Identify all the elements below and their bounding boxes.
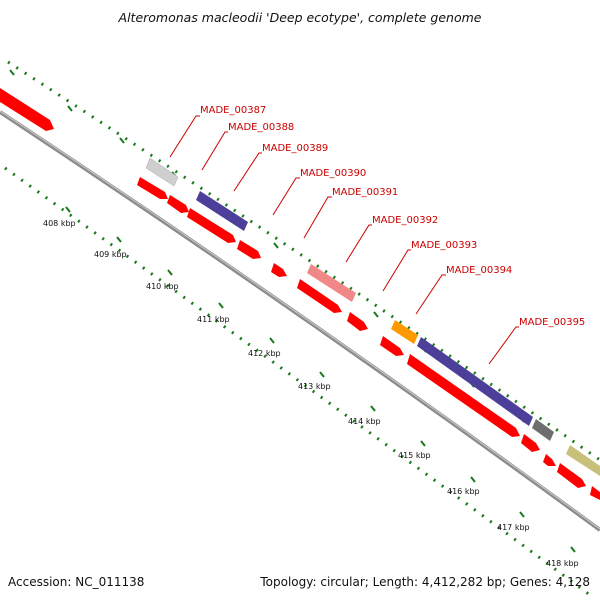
gene-arrow	[590, 486, 600, 500]
topology-text: Topology: circular; Length: 4,412,282 bp…	[259, 575, 590, 589]
gene-label: MADE_00392	[372, 215, 438, 226]
kbp-label: 410 kbp	[146, 282, 179, 291]
kbp-label: 413 kbp	[298, 382, 331, 391]
gene-box-blue	[196, 191, 248, 231]
kbp-label: 418 kbp	[546, 559, 579, 568]
inner-tick-ring	[4, 166, 591, 597]
genome-backbone	[0, 110, 600, 532]
gene-box-pink	[307, 264, 356, 302]
gene-box-blue	[417, 337, 533, 426]
gene-arrow	[237, 240, 261, 259]
gene-label: MADE_00395	[519, 317, 585, 328]
gene-box-orange	[391, 320, 418, 344]
gene-arrow	[271, 263, 287, 277]
gene-arrow	[521, 434, 540, 452]
gene-label: MADE_00388	[228, 122, 294, 133]
inner-major-ticks	[65, 206, 576, 553]
kbp-label: 415 kbp	[398, 451, 431, 460]
forward-strand-genes	[145, 157, 600, 476]
kbp-label: 414 kbp	[348, 417, 381, 426]
kbp-label: 408 kbp	[43, 219, 76, 228]
reverse-strand-genes	[0, 88, 600, 500]
gene-arrow	[557, 463, 586, 488]
gene-arrow	[347, 312, 368, 331]
gene-label: MADE_00394	[446, 265, 512, 276]
kbp-labels: 408 kbp 409 kbp 410 kbp 411 kbp 412 kbp …	[43, 219, 579, 568]
gene-arrow	[297, 279, 342, 313]
gene-arrow	[407, 354, 520, 437]
gene-arrow	[380, 336, 404, 356]
gene-label: MADE_00387	[200, 105, 266, 116]
genome-backbone-highlight	[0, 110, 600, 530]
kbp-label: 409 kbp	[94, 250, 127, 259]
gene-label: MADE_00393	[411, 240, 477, 251]
accession-text: Accession: NC_011138	[8, 575, 144, 589]
gene-box-dark-grey	[532, 419, 554, 441]
gene-arrow	[167, 195, 189, 213]
gene-box-olive	[566, 445, 600, 476]
gene-box-grey	[145, 157, 179, 187]
label-leader-lines	[169, 115, 519, 365]
map-title: Alteromonas macleodii 'Deep ecotype', co…	[118, 10, 482, 25]
gene-arrow	[137, 177, 168, 199]
outer-tick-ring	[7, 60, 600, 462]
kbp-label: 411 kbp	[197, 315, 230, 324]
kbp-label: 416 kbp	[447, 487, 480, 496]
gene-label: MADE_00389	[262, 143, 328, 154]
gene-label: MADE_00391	[332, 187, 398, 198]
kbp-label: 417 kbp	[497, 523, 530, 532]
gene-label: MADE_00390	[300, 168, 366, 179]
gene-arrow	[187, 208, 236, 243]
kbp-label: 412 kbp	[248, 349, 281, 358]
gene-arrow	[543, 454, 556, 466]
gene-arrow	[0, 88, 54, 131]
gene-labels: MADE_00387 MADE_00388 MADE_00389 MADE_00…	[200, 105, 585, 328]
